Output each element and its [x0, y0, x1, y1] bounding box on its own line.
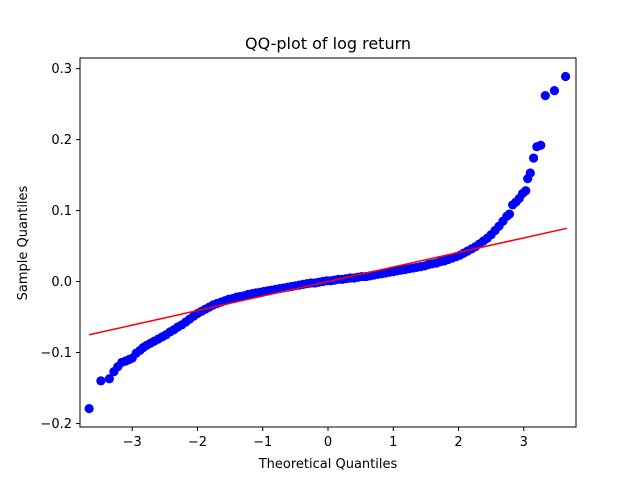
data-point [104, 374, 114, 384]
x-tick-label: −2 [188, 435, 207, 450]
data-point [560, 71, 571, 82]
chart-title: QQ-plot of log return [245, 34, 411, 53]
data-point [504, 209, 515, 219]
reference-line [88, 227, 568, 336]
x-tick-label: −1 [253, 435, 272, 450]
y-tick-label: 0.2 [51, 133, 72, 148]
data-point [549, 86, 560, 96]
x-tick-label: −3 [123, 435, 142, 450]
x-tick-label: 2 [454, 435, 462, 450]
data-point [525, 168, 535, 178]
y-tick-label: 0.1 [51, 204, 72, 219]
data-point [84, 403, 94, 414]
data-point [528, 153, 539, 163]
data-point [96, 376, 106, 386]
data-point [521, 186, 531, 196]
x-tick-label: 1 [389, 435, 397, 450]
y-axis-label: Sample Quantiles [16, 185, 31, 300]
y-tick-label: −0.2 [40, 417, 72, 432]
y-tick-label: 0.3 [51, 62, 72, 77]
plot-area: −3 −2 −1 0 1 2 3 −0.2 −0.1 0.0 0.1 0.2 0.3 [40, 57, 577, 450]
x-tick-label: 3 [520, 435, 528, 450]
x-axis-label: Theoretical Quantiles [258, 457, 398, 472]
y-tick-label: 0.0 [51, 275, 72, 290]
data-point [536, 140, 546, 150]
y-tick-label: −0.1 [40, 346, 72, 361]
x-tick-label: 0 [324, 435, 332, 450]
data-point [540, 91, 550, 101]
